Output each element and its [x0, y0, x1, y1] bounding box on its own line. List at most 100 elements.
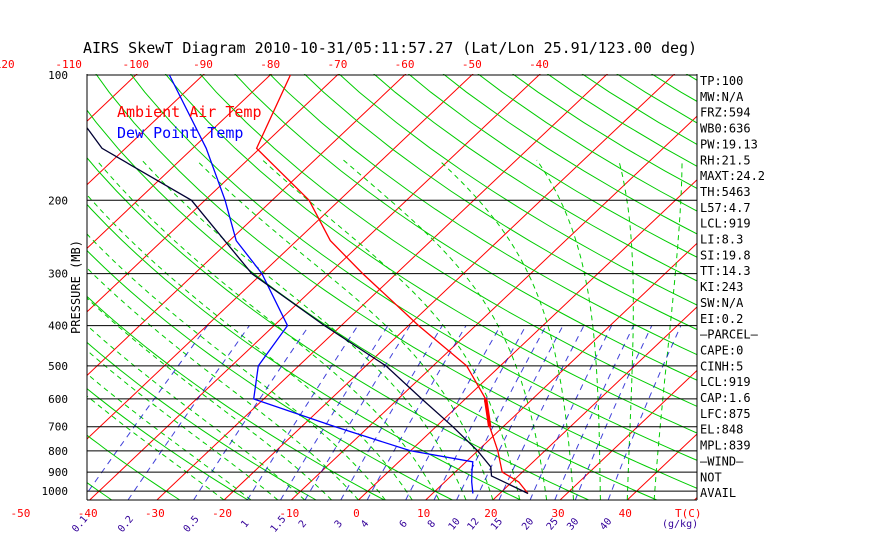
dry-adiabat-line — [87, 109, 659, 500]
moist-adiabat-line — [96, 159, 440, 500]
mixing-ratio-label: 8 — [426, 519, 438, 531]
temperature-unit-label: T(C) — [675, 507, 702, 520]
index-value: LFC:875 — [700, 407, 751, 421]
dry-adiabat-line — [87, 203, 522, 500]
dry-adiabat-line — [826, 56, 870, 507]
mixing-ratio-line — [87, 325, 209, 495]
top-tick-label: -100 — [123, 58, 150, 71]
mixing-ratio-label: 4 — [359, 519, 371, 531]
mixing-ratio-label: 2 — [297, 519, 309, 531]
mixing-ratio-label: 3 — [333, 519, 345, 531]
pressure-tick-label: 800 — [48, 445, 68, 458]
index-value: NOT — [700, 470, 722, 484]
mixing-ratio-label: 40 — [598, 516, 614, 532]
index-value: LCL:919 — [700, 217, 751, 231]
mixing-ratio-line — [193, 325, 310, 500]
index-value: EL:848 — [700, 423, 743, 437]
dry-adiabat-line — [234, 74, 697, 381]
top-tick-label: -120 — [0, 58, 15, 71]
moist-adiabat-line — [618, 159, 634, 500]
dry-adiabat-line — [95, 74, 697, 489]
index-value: LCL:919 — [700, 375, 751, 389]
moist-adiabat-line — [342, 159, 548, 500]
index-value: MAXT:24.2 — [700, 169, 765, 183]
index-value: RH:21.5 — [700, 153, 751, 167]
index-value: MPL:839 — [700, 439, 751, 453]
dry-adiabat-line — [0, 56, 53, 507]
top-tick-label: -50 — [462, 58, 482, 71]
index-value: FRZ:594 — [700, 106, 751, 120]
isotherm-line — [0, 56, 22, 508]
legend-entry: Dew Point Temp — [117, 124, 243, 142]
index-value: L57:4.7 — [700, 201, 751, 215]
temperature-highlight-segment — [483, 398, 492, 427]
index-value: TT:14.3 — [700, 264, 751, 278]
isotherm-line — [156, 74, 608, 500]
bottom-tick-label: -30 — [145, 507, 165, 520]
mixing-ratio-line — [246, 325, 359, 500]
dry-adiabat-line — [303, 74, 697, 331]
mixing-ratio-line — [280, 325, 389, 500]
bottom-tick-label: 40 — [619, 507, 632, 520]
isotherm-line — [492, 306, 697, 500]
chart-title: AIRS SkewT Diagram 2010-10-31/05:11:57.2… — [83, 39, 697, 57]
pressure-tick-label: 400 — [48, 320, 68, 333]
dry-adiabat-line — [373, 74, 697, 282]
moist-adiabat-line — [87, 233, 386, 500]
top-tick-label: -60 — [395, 58, 415, 71]
mixing-ratio-label: 6 — [398, 519, 410, 531]
mixing-ratio-unit-label: (g/kg) — [662, 519, 698, 530]
index-value: LI:8.3 — [700, 233, 743, 247]
mixing-ratio-label: 30 — [565, 516, 581, 532]
dry-adiabat-line — [407, 74, 697, 258]
legend-entry: Ambient Air Temp — [117, 103, 262, 121]
bottom-tick-label: 10 — [417, 507, 430, 520]
dry-adiabat-line — [546, 74, 697, 167]
pressure-tick-label: 100 — [48, 69, 68, 82]
moist-adiabat-line — [87, 349, 279, 500]
moist-adiabat-line — [87, 395, 225, 500]
pressure-tick-label: 900 — [48, 466, 68, 479]
isotherm-line — [424, 242, 697, 500]
mixing-ratio-line — [529, 325, 613, 500]
dry-adiabat-line — [87, 387, 249, 500]
isotherm-line — [87, 74, 407, 377]
mixing-ratio-label: 0.5 — [182, 514, 202, 535]
index-value: TH:5463 — [700, 185, 751, 199]
dry-adiabat-line — [87, 482, 113, 500]
profile-lines — [87, 74, 529, 495]
bottom-tick-label: 30 — [551, 507, 564, 520]
index-value: KI:243 — [700, 280, 743, 294]
legend: Ambient Air Temp Dew Point Temp — [117, 103, 262, 142]
index-value: EI:0.2 — [700, 312, 743, 326]
index-value: SI:19.8 — [700, 248, 751, 262]
index-value: PW:19.13 — [700, 137, 758, 151]
moist-adiabat-line — [87, 373, 252, 500]
mixing-ratio-line — [607, 325, 682, 500]
mixing-ratio-label: 0.2 — [116, 514, 136, 535]
mixing-ratio-line — [340, 325, 443, 500]
dry-adiabat-line — [512, 74, 697, 190]
series-line-ambient-air-temp — [255, 74, 529, 494]
mixing-ratio-line — [574, 325, 653, 500]
pressure-tick-label: 300 — [48, 268, 68, 281]
bottom-tick-label: -50 — [11, 507, 31, 520]
top-tick-label: -70 — [327, 58, 347, 71]
index-value: SW:N/A — [700, 296, 744, 310]
dry-adiabat-line — [87, 157, 590, 500]
dry-adiabat-line — [130, 74, 697, 461]
index-value: —PARCEL— — [700, 328, 759, 342]
dry-adiabat-line — [338, 74, 697, 306]
series-line-dew-point-temp — [168, 74, 474, 494]
isotherm-line — [87, 74, 340, 313]
mixing-ratio-line — [433, 325, 527, 500]
isotherm-line — [357, 179, 697, 500]
mixing-ratio-line — [127, 325, 250, 500]
isotherm-line — [223, 74, 676, 500]
isotherm-line — [87, 74, 205, 186]
bottom-tick-label: 20 — [484, 507, 497, 520]
mixing-ratio-line — [456, 325, 547, 500]
moist-adiabat-line — [87, 297, 332, 500]
isotherm-line — [87, 74, 474, 440]
